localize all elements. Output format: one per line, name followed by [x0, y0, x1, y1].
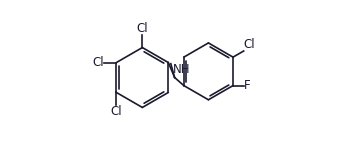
- Text: Cl: Cl: [111, 105, 122, 118]
- Text: Cl: Cl: [93, 56, 104, 69]
- Text: NH: NH: [173, 63, 190, 76]
- Text: F: F: [244, 79, 251, 92]
- Text: Cl: Cl: [136, 22, 148, 35]
- Text: Cl: Cl: [244, 38, 255, 51]
